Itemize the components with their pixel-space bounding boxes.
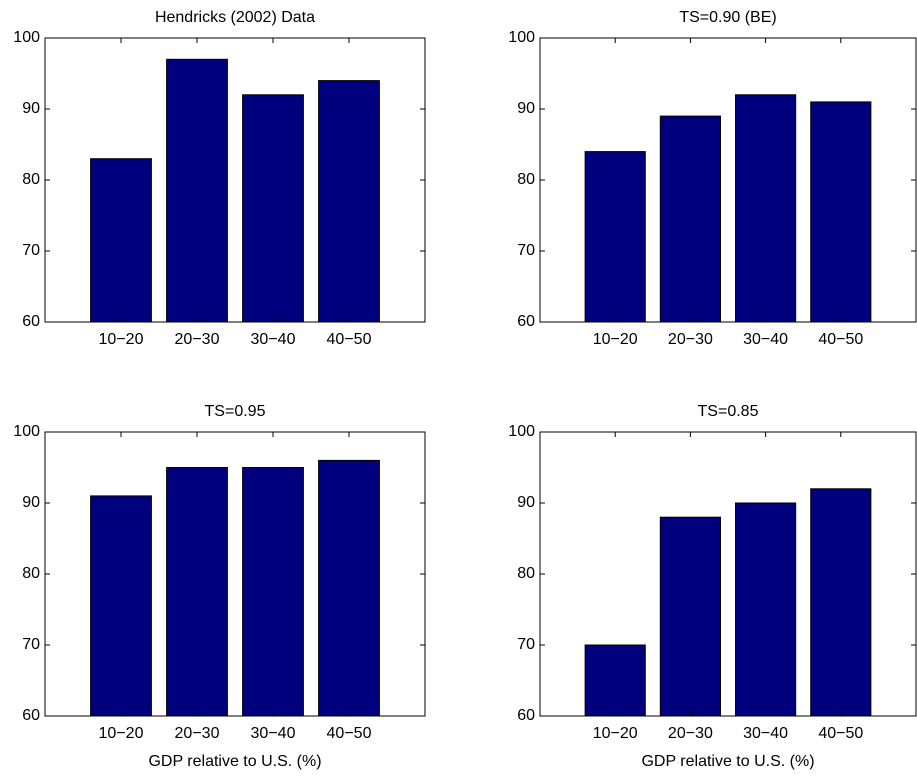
chart-title: TS=0.95 — [205, 403, 266, 420]
y-tick-label: 70 — [22, 242, 40, 259]
x-tick-label: 30−40 — [251, 331, 296, 348]
bar — [584, 151, 646, 323]
y-tick-label: 60 — [517, 313, 535, 330]
bar — [735, 94, 797, 323]
bar — [318, 80, 380, 323]
bar — [810, 101, 872, 323]
x-tick-label: 30−40 — [743, 331, 788, 348]
bar — [166, 467, 228, 717]
x-tick-label: 40−50 — [327, 725, 372, 742]
y-tick-label: 70 — [517, 636, 535, 653]
axes-box — [44, 431, 426, 717]
bar — [735, 502, 797, 717]
y-tick-label: 60 — [517, 707, 535, 724]
y-tick-label: 70 — [22, 636, 40, 653]
bar — [166, 58, 228, 323]
x-tick-label: 20−30 — [668, 331, 713, 348]
bar — [810, 488, 872, 717]
y-tick-label: 60 — [22, 313, 40, 330]
bar — [242, 94, 304, 323]
y-tick-label: 80 — [517, 171, 535, 188]
y-tick-label: 100 — [13, 423, 40, 440]
y-tick-label: 80 — [517, 565, 535, 582]
x-tick-label: 30−40 — [743, 725, 788, 742]
axes-box — [539, 37, 917, 323]
y-tick-label: 90 — [517, 494, 535, 511]
x-tick-label: 20−30 — [175, 725, 220, 742]
y-tick-label: 60 — [22, 707, 40, 724]
x-tick-label: 40−50 — [818, 331, 863, 348]
y-tick-label: 100 — [508, 423, 535, 440]
y-tick-label: 90 — [517, 100, 535, 117]
x-tick-label: 10−20 — [99, 331, 144, 348]
y-tick-label: 90 — [22, 100, 40, 117]
chart-title: TS=0.90 (BE) — [679, 9, 776, 26]
x-tick-label: 10−20 — [593, 725, 638, 742]
y-tick-label: 90 — [22, 494, 40, 511]
axes-box — [539, 431, 917, 717]
x-axis-label: GDP relative to U.S. (%) — [641, 753, 814, 770]
x-tick-label: 10−20 — [99, 725, 144, 742]
y-tick-label: 70 — [517, 242, 535, 259]
bar — [90, 158, 152, 323]
axes-box — [44, 37, 426, 323]
bar — [318, 459, 380, 717]
x-tick-label: 20−30 — [175, 331, 220, 348]
x-tick-label: 40−50 — [327, 331, 372, 348]
x-tick-label: 20−30 — [668, 725, 713, 742]
bar — [242, 467, 304, 717]
x-tick-label: 30−40 — [251, 725, 296, 742]
y-tick-label: 100 — [508, 29, 535, 46]
y-tick-label: 100 — [13, 29, 40, 46]
bar — [659, 516, 721, 717]
bar — [659, 115, 721, 323]
y-tick-label: 80 — [22, 565, 40, 582]
chart-title: Hendricks (2002) Data — [155, 9, 315, 26]
x-tick-label: 10−20 — [593, 331, 638, 348]
x-tick-label: 40−50 — [818, 725, 863, 742]
chart-title: TS=0.85 — [698, 403, 759, 420]
bar — [584, 644, 646, 717]
y-tick-label: 80 — [22, 171, 40, 188]
x-axis-label: GDP relative to U.S. (%) — [148, 753, 321, 770]
bar — [90, 495, 152, 717]
